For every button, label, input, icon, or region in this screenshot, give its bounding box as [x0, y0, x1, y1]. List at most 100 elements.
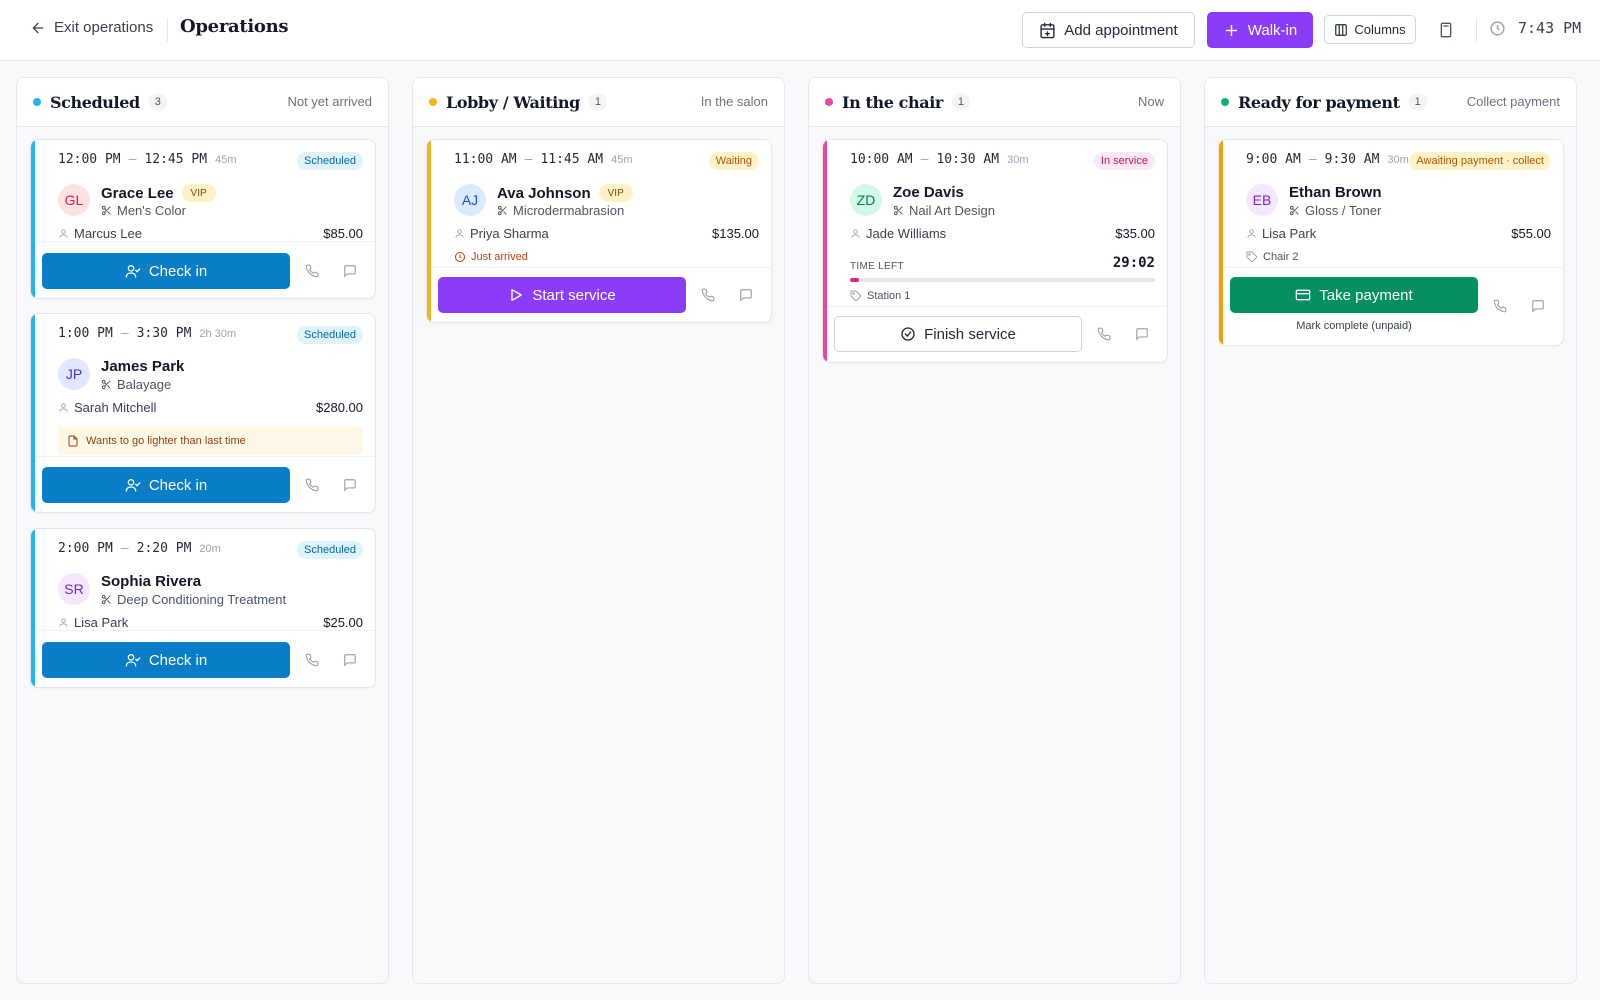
appointment-card[interactable]: 10:00 AM –10:30 AM 30m In service ZD Zoe D…: [822, 139, 1168, 363]
mark-complete-unpaid-link[interactable]: Mark complete (unpaid): [1296, 320, 1412, 332]
service-name: Nail Art Design: [909, 203, 995, 218]
staff: Lisa Park: [1246, 226, 1316, 241]
note-icon: [68, 435, 78, 447]
end-time: 10:30 AM: [936, 152, 1000, 167]
exit-operations-link[interactable]: Exit operations: [30, 19, 153, 36]
finish-service-button[interactable]: Finish service: [834, 316, 1082, 352]
divider: [35, 456, 375, 457]
staff: Lisa Park: [58, 615, 128, 630]
staff-name: Lisa Park: [1262, 226, 1317, 241]
top-bar: Exit operations Operations Add appointme…: [0, 0, 1600, 61]
end-time: 3:30 PM: [136, 326, 192, 341]
columns-button[interactable]: Columns: [1324, 15, 1416, 44]
chair: Chair 2: [1246, 251, 1298, 263]
scissors-icon: [893, 205, 903, 216]
client-row: Zoe Davis: [893, 184, 964, 201]
scissors-icon: [101, 594, 111, 605]
time-left-label: TIME LEFT: [850, 261, 904, 272]
walk-in-button[interactable]: Walk-in: [1207, 12, 1313, 48]
client-name[interactable]: James Park: [101, 358, 185, 375]
message-icon: [344, 479, 356, 492]
tag-icon: [850, 290, 862, 302]
chair-name: Chair 2: [1263, 251, 1299, 263]
service: Nail Art Design: [893, 203, 995, 218]
message-button[interactable]: [1131, 323, 1153, 345]
call-button[interactable]: [301, 474, 323, 496]
call-button[interactable]: [1489, 295, 1511, 317]
play-icon: [511, 289, 523, 301]
client-name[interactable]: Ava Johnson: [497, 184, 591, 202]
status-dot: [33, 98, 41, 106]
user-icon: [59, 229, 68, 238]
staff: Priya Sharma: [454, 226, 549, 241]
columns-icon: [1335, 23, 1348, 36]
station: Station 1: [850, 290, 910, 302]
appointment-card[interactable]: 2:00 PM –2:20 PM 20m Scheduled SR Sophia R…: [30, 528, 376, 688]
service: Men's Color: [101, 203, 186, 218]
page-title: Operations: [180, 16, 289, 37]
time-range: 1:00 PM –3:30 PM 2h 30m: [58, 326, 237, 341]
divider: [167, 18, 168, 42]
end-time: 11:45 AM: [540, 152, 604, 167]
appointment-card[interactable]: 9:00 AM –9:30 AM 30m Awaiting payment · co…: [1218, 139, 1564, 346]
time-range: 2:00 PM –2:20 PM 20m: [58, 541, 221, 556]
arrow-left-icon: [32, 22, 44, 33]
start-time: 12:00 PM: [58, 152, 121, 167]
check-in-button[interactable]: Check in: [42, 642, 290, 678]
client-name[interactable]: Grace Lee: [101, 184, 174, 202]
status-badge: Waiting: [708, 152, 759, 170]
calculator-button[interactable]: [1434, 18, 1458, 42]
arrival-indicator: Just arrived: [454, 251, 528, 263]
add-appointment-button[interactable]: Add appointment: [1022, 12, 1195, 48]
service-name: Men's Color: [117, 203, 186, 218]
message-button[interactable]: [735, 284, 757, 306]
time-progress-bar: [850, 278, 1155, 282]
card-accent: [1219, 140, 1223, 345]
column-header: Lobby / Waiting 1 In the salon: [413, 78, 784, 127]
clock: 7:43 PM: [1489, 19, 1581, 37]
phone-icon: [701, 288, 715, 302]
call-button[interactable]: [301, 649, 323, 671]
message-button[interactable]: [339, 474, 361, 496]
action-label: Check in: [148, 651, 208, 669]
calculator-icon: [1440, 22, 1452, 38]
appointment-card[interactable]: 12:00 PM –12:45 PM 45m Scheduled GL Grace …: [30, 139, 376, 299]
call-button[interactable]: [1093, 323, 1115, 345]
tag-icon: [1246, 251, 1258, 263]
message-button[interactable]: [1527, 295, 1549, 317]
column-header: Ready for payment 1 Collect payment: [1205, 78, 1576, 127]
end-time: 9:30 AM: [1324, 152, 1380, 167]
card-accent: [823, 140, 827, 362]
take-payment-button[interactable]: Take payment: [1230, 277, 1478, 313]
price: $35.00: [1115, 226, 1155, 241]
appointment-card[interactable]: 11:00 AM –11:45 AM 45m Waiting AJ Ava John…: [426, 139, 772, 323]
vip-badge: VIP: [181, 184, 216, 202]
duration: 2h 30m: [199, 328, 237, 340]
message-icon: [1136, 328, 1148, 341]
message-button[interactable]: [339, 649, 361, 671]
walk-in-label: Walk-in: [1247, 21, 1298, 39]
check-in-button[interactable]: Check in: [42, 467, 290, 503]
message-icon: [740, 289, 752, 302]
user-check-icon: [125, 654, 141, 667]
client-row: Ava Johnson VIP: [497, 184, 633, 202]
user-icon: [59, 403, 68, 412]
check-in-button[interactable]: Check in: [42, 253, 290, 289]
client-name[interactable]: Sophia Rivera: [101, 573, 202, 590]
card-accent: [31, 140, 35, 298]
column-lobby-waiting: Lobby / Waiting 1 In the salon 11:00 AM –…: [412, 77, 785, 984]
time-progress-fill: [850, 278, 860, 282]
call-button[interactable]: [697, 284, 719, 306]
client-name[interactable]: Zoe Davis: [893, 184, 964, 201]
start-service-button[interactable]: Start service: [438, 277, 686, 313]
appointment-card[interactable]: 1:00 PM –3:30 PM 2h 30m Scheduled JP James…: [30, 313, 376, 513]
service: Gloss / Toner: [1289, 203, 1381, 218]
card-accent: [31, 529, 35, 687]
client-name[interactable]: Ethan Brown: [1289, 184, 1382, 201]
status-badge: Scheduled: [297, 541, 363, 559]
station-name: Station 1: [867, 290, 911, 302]
clock-icon: [1490, 20, 1505, 36]
message-button[interactable]: [339, 260, 361, 282]
call-button[interactable]: [301, 260, 323, 282]
scissors-icon: [101, 379, 111, 390]
